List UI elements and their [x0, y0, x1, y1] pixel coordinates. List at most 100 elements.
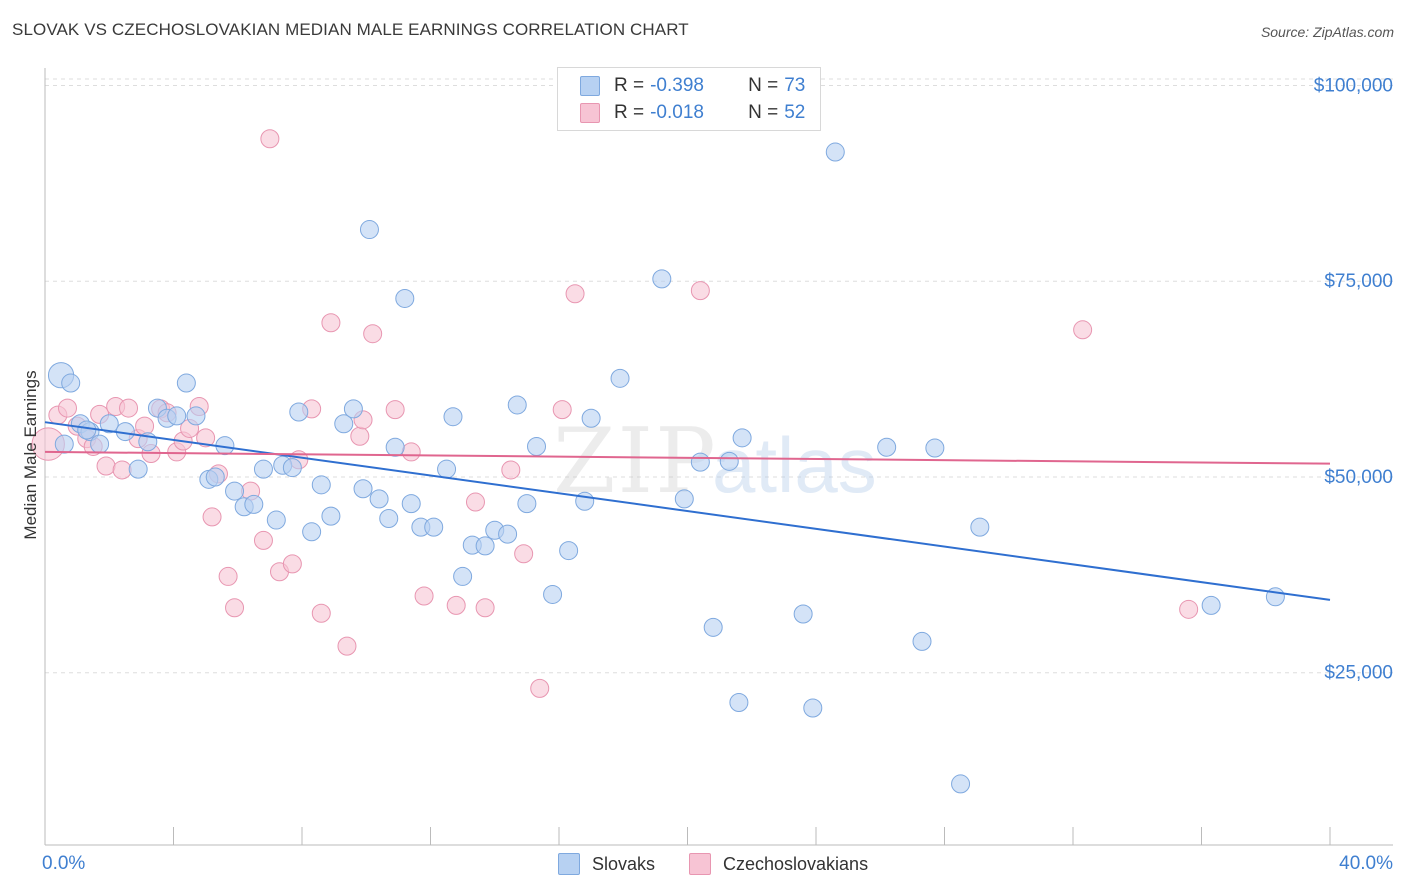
- legend-r-value: -0.018: [650, 102, 704, 123]
- slovak-point: [225, 481, 245, 501]
- czechoslovakian-point: [1073, 320, 1093, 340]
- slovak-point: [475, 536, 495, 556]
- czechoslovakian-point: [530, 678, 550, 698]
- slovak-point: [652, 269, 672, 289]
- czechoslovakian-point: [401, 442, 421, 462]
- slovak-point: [507, 395, 527, 415]
- czechoslovakian-point: [337, 636, 357, 656]
- czechoslovakian-point: [311, 603, 331, 623]
- trend-lines: [44, 421, 1331, 601]
- czechoslovakian-point: [385, 400, 405, 420]
- slovak-point: [176, 373, 196, 393]
- bottom-legend-label: Czechoslovakians: [723, 853, 869, 874]
- czechoslovakian-point: [350, 426, 370, 446]
- y-tick-label: $75,000: [1324, 271, 1393, 292]
- slovak-point: [703, 617, 723, 637]
- slovak-point: [369, 489, 389, 509]
- slovak-point: [343, 399, 363, 419]
- czechoslovakian-point: [514, 544, 534, 564]
- slovak-point: [321, 506, 341, 526]
- y-axis-label: Median Male Earnings: [21, 370, 40, 539]
- slovak-point: [559, 541, 579, 561]
- slovak-point: [359, 220, 379, 240]
- slovak-point: [517, 494, 537, 514]
- slovak-point: [674, 489, 694, 509]
- slovak-point: [334, 414, 354, 434]
- tick-labels: $25,000 $50,000 $75,000 $100,000 0.0% 40.0%: [42, 75, 1393, 874]
- czechoslovakian-point: [225, 598, 245, 618]
- czechoslovakians-trend-line: [44, 450, 1331, 465]
- slovak-point: [253, 459, 273, 479]
- czechoslovakian-point: [253, 530, 273, 550]
- slovaks-trend-line: [44, 421, 1331, 601]
- slovak-point: [543, 584, 563, 604]
- czechoslovakian-point: [690, 281, 710, 301]
- chart-title: SLOVAK VS CZECHOSLOVAKIAN MEDIAN MALE EA…: [12, 20, 689, 39]
- slovak-point: [925, 438, 945, 458]
- slovak-point: [311, 475, 331, 495]
- slovak-point: [61, 373, 81, 393]
- slovak-point: [1201, 595, 1221, 615]
- legend-n-value: 73: [784, 75, 806, 96]
- czechoslovakian-point: [363, 324, 383, 344]
- slovak-point: [732, 428, 752, 448]
- czechoslovakian-point: [565, 284, 585, 304]
- legend-r-label: R =: [614, 75, 645, 96]
- legend-row-slovaks: R = -0.398 N = 73: [580, 73, 805, 99]
- slovak-point: [527, 436, 547, 456]
- legend-row-czechoslovakians: R = -0.018 N = 52: [580, 100, 805, 126]
- slovak-point: [282, 458, 302, 478]
- slovak-point: [90, 434, 110, 454]
- legend-n-value: 52: [784, 102, 806, 123]
- legend-n-label: N =: [748, 102, 779, 123]
- slovak-point: [205, 467, 225, 487]
- slovak-point: [186, 406, 206, 426]
- legend-swatch-pink: [580, 103, 600, 123]
- slovak-point: [443, 407, 463, 427]
- slovaks-points: [47, 142, 1285, 794]
- slovak-point: [729, 692, 749, 712]
- czechoslovakian-point: [475, 598, 495, 618]
- slovak-point: [167, 406, 187, 426]
- y-tick-label: $25,000: [1324, 663, 1393, 684]
- czechoslovakian-point: [196, 428, 216, 448]
- czechoslovakian-point: [218, 566, 238, 586]
- slovak-point: [302, 522, 322, 542]
- slovak-point: [803, 698, 823, 718]
- slovak-point: [99, 414, 119, 434]
- czechoslovakian-point: [1179, 599, 1199, 619]
- slovak-point: [825, 142, 845, 162]
- czechoslovakian-point: [446, 595, 466, 615]
- source-label: Source: ZipAtlas.com: [1260, 24, 1394, 40]
- slovak-point: [54, 434, 74, 454]
- slovak-point: [401, 494, 421, 514]
- czechoslovakian-point: [119, 398, 139, 418]
- czechoslovakian-point: [96, 456, 116, 476]
- slovak-point: [424, 517, 444, 537]
- czechoslovakian-point: [501, 460, 521, 480]
- czechoslovakian-point: [135, 416, 155, 436]
- slovak-point: [970, 517, 990, 537]
- slovak-point: [581, 408, 601, 428]
- grid-lines: [45, 78, 1393, 674]
- slovak-point: [877, 437, 897, 457]
- czechoslovakian-point: [552, 400, 572, 420]
- x-tick-label-max: 40.0%: [1339, 853, 1393, 874]
- bottom-legend-czechoslovakians: Czechoslovakians: [689, 852, 868, 876]
- slovak-point: [379, 508, 399, 528]
- bottom-legend-label: Slovaks: [592, 853, 656, 874]
- slovak-point: [690, 452, 710, 472]
- y-tick-label: $100,000: [1314, 75, 1393, 96]
- slovak-point: [437, 459, 457, 479]
- slovak-point: [353, 479, 373, 499]
- slovak-point: [395, 288, 415, 308]
- slovak-point: [266, 510, 286, 530]
- czechoslovakian-point: [465, 492, 485, 512]
- slovak-point: [289, 402, 309, 422]
- legend-r-value: -0.398: [650, 75, 704, 96]
- czechoslovakian-point: [321, 313, 341, 333]
- legend-n-label: N =: [748, 75, 779, 96]
- bottom-legend-swatch-blue: [558, 853, 580, 875]
- slovak-point: [128, 459, 148, 479]
